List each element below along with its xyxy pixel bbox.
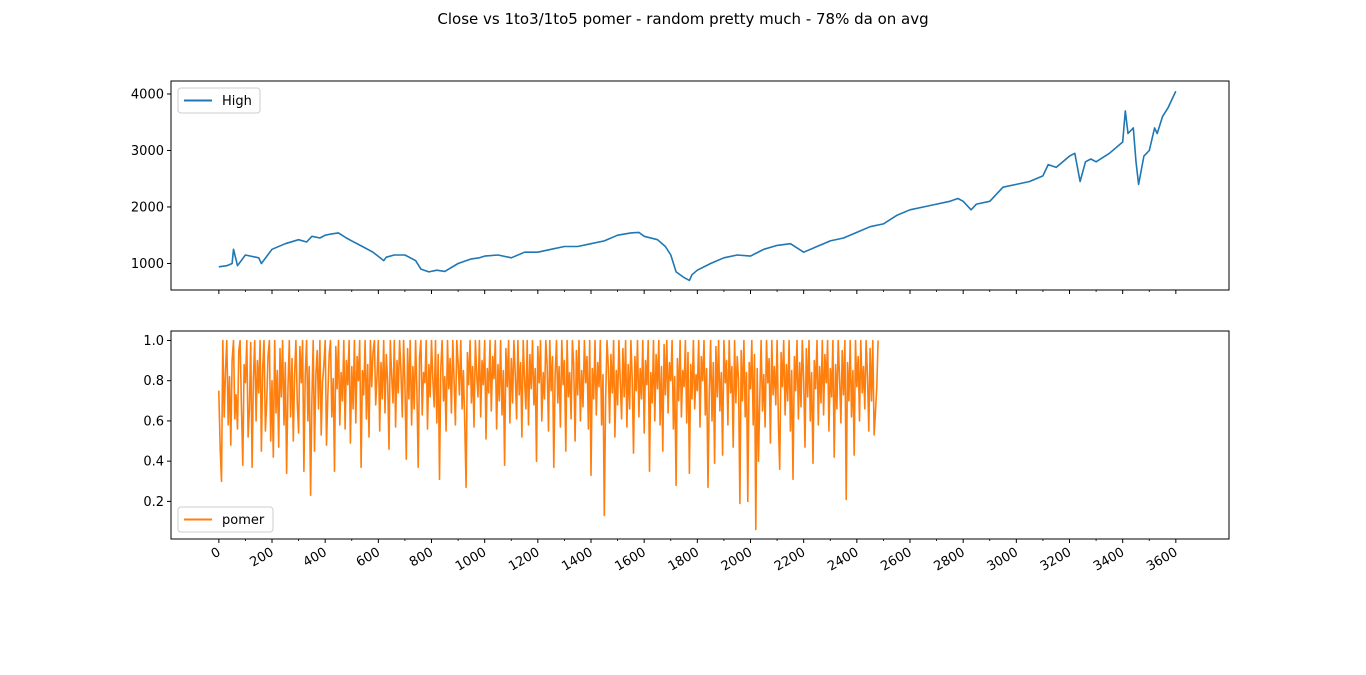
high-subplot-frame xyxy=(170,80,1230,291)
x-tick-label: 400 xyxy=(301,545,330,570)
x-tick-label: 3400 xyxy=(1091,545,1127,575)
x-tick-label: 600 xyxy=(354,545,383,570)
x-tick-label: 0 xyxy=(209,545,224,562)
y-tick-label: 1.0 xyxy=(143,334,164,349)
y-tick-label: 2000 xyxy=(131,200,164,215)
x-tick-label: 2800 xyxy=(932,545,968,575)
high-y-axis: 1000 2000 3000 4000 xyxy=(131,87,171,272)
x-tick-label: 1600 xyxy=(613,545,649,575)
pomer-x-axis: 0 200 400 600 800 1000 1200 1400 1600 1800 2000 220… xyxy=(209,539,1180,575)
y-tick-label: 3000 xyxy=(131,144,164,159)
x-tick-label: 3600 xyxy=(1144,545,1180,575)
x-tick-label: 800 xyxy=(407,545,436,570)
pomer-legend-label: pomer xyxy=(222,513,265,528)
x-tick-label: 200 xyxy=(248,545,277,570)
y-tick-label: 0.6 xyxy=(143,414,164,429)
x-tick-label: 3000 xyxy=(985,545,1021,575)
y-tick-label: 0.4 xyxy=(143,455,164,470)
y-tick-label: 4000 xyxy=(131,87,164,102)
high-series-line-group xyxy=(218,90,1177,282)
x-tick-label: 3200 xyxy=(1038,545,1074,575)
x-tick-label: 2200 xyxy=(772,545,808,575)
x-tick-label: 1800 xyxy=(666,545,702,575)
high-x-axis xyxy=(218,290,1177,294)
x-tick-label: 1200 xyxy=(506,545,542,575)
y-tick-label: 1000 xyxy=(131,257,164,272)
pomer-y-axis: 0.2 0.4 0.6 0.8 1.0 xyxy=(143,334,171,510)
high-legend-label: High xyxy=(222,94,252,109)
figure-title: Close vs 1to3/1to5 pomer - random pretty… xyxy=(437,10,928,28)
x-tick-label: 2000 xyxy=(719,545,755,575)
pomer-subplot-frame xyxy=(170,330,1230,540)
pomer-series-line-group xyxy=(218,339,879,531)
x-tick-label: 1400 xyxy=(559,545,595,575)
pomer-subplot: 0.2 0.4 0.6 0.8 1.0 0 200 400 600 800 1000 1200 140… xyxy=(143,330,1230,575)
series-line-High xyxy=(218,90,1177,282)
y-tick-label: 0.8 xyxy=(143,374,164,389)
high-subplot: 1000 2000 3000 4000 High xyxy=(131,80,1230,294)
high-legend: High xyxy=(177,87,261,114)
high-legend-box xyxy=(177,87,261,114)
x-tick-label: 2600 xyxy=(878,545,914,575)
series-line-pomer xyxy=(218,339,879,531)
y-tick-label: 0.2 xyxy=(143,495,164,510)
x-tick-label: 1000 xyxy=(453,545,489,575)
pomer-legend-box xyxy=(177,506,274,533)
pomer-legend: pomer xyxy=(177,506,274,533)
x-tick-label: 2400 xyxy=(825,545,861,575)
